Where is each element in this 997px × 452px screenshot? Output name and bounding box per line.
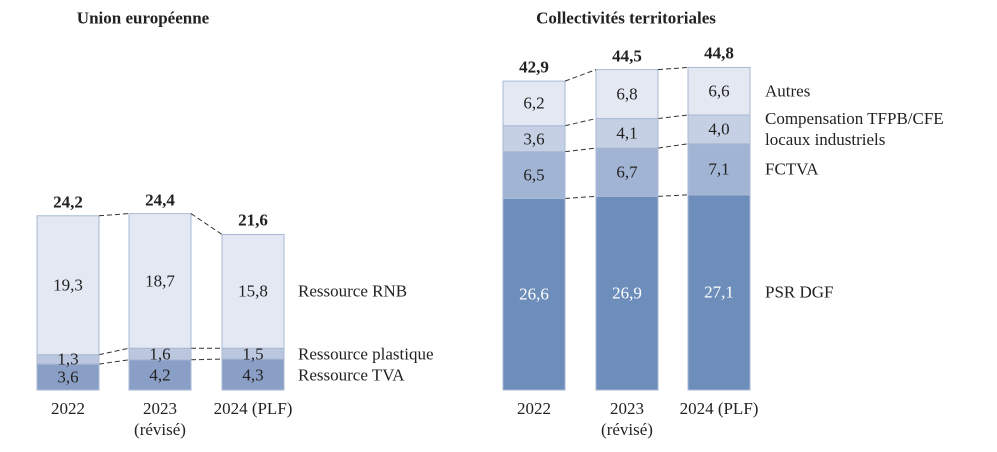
x-tick-label: 2022	[51, 399, 85, 418]
connector	[657, 143, 689, 149]
value-label: 6,8	[616, 84, 638, 104]
connector	[657, 114, 689, 120]
bar-segment	[36, 215, 100, 356]
connector	[657, 194, 689, 197]
legend-label: Ressource TVA	[298, 365, 405, 385]
bar-segment	[502, 80, 566, 127]
bar-segment	[595, 69, 659, 120]
connector	[564, 195, 597, 199]
value-label: 26,9	[612, 283, 642, 303]
bar-segment	[595, 195, 659, 391]
value-label: 1,3	[57, 349, 79, 369]
value-label: 6,5	[523, 165, 545, 185]
total-label: 21,6	[238, 210, 268, 230]
value-label: 4,3	[242, 365, 264, 385]
connector	[564, 118, 597, 127]
value-label: 6,7	[616, 162, 638, 182]
bar-segment	[595, 147, 659, 197]
bar-segment	[595, 118, 659, 149]
x-tick-label: 2023 (révisé)	[134, 399, 186, 439]
bar-segment	[128, 213, 192, 349]
total-label: 44,8	[704, 43, 734, 63]
connector	[564, 69, 597, 82]
legend-label: Ressource plastique	[298, 344, 434, 364]
total-label: 24,2	[53, 192, 83, 212]
x-tick-label: 2024 (PLF)	[679, 399, 759, 418]
connector	[98, 347, 130, 356]
value-label: 4,1	[616, 123, 638, 143]
x-tick-label: 2022	[517, 399, 551, 418]
value-label: 4,2	[149, 365, 171, 385]
value-label: 3,6	[523, 129, 545, 149]
value-label: 7,1	[708, 159, 730, 179]
bar-segment	[687, 114, 751, 145]
connector	[657, 66, 689, 71]
bar-segment	[687, 143, 751, 196]
legend-label: Autres	[765, 81, 811, 101]
x-tick-label: 2023 (révisé)	[601, 399, 653, 439]
connector	[190, 358, 223, 361]
bar-segment	[221, 233, 285, 349]
value-label: 19,3	[53, 275, 83, 295]
bar-segment	[687, 66, 751, 116]
total-label: 44,5	[612, 46, 642, 66]
bar-segment	[128, 359, 192, 391]
value-label: 26,6	[519, 284, 549, 304]
legend-label: PSR DGF	[765, 282, 834, 302]
bar-segment	[687, 194, 751, 391]
value-label: 1,5	[242, 344, 264, 364]
value-label: 15,8	[238, 281, 268, 301]
total-label: 42,9	[519, 57, 549, 77]
bar-segment	[36, 363, 100, 391]
legend-label: FCTVA	[765, 159, 819, 179]
connector	[564, 147, 597, 153]
value-label: 27,1	[704, 282, 734, 302]
value-label: 18,7	[145, 271, 175, 291]
chart-title: Collectivités territoriales	[536, 8, 716, 28]
legend-label: Ressource RNB	[298, 281, 408, 301]
legend-label: Compensation TFPB/CFE locaux industriels	[765, 109, 944, 150]
value-label: 3,6	[57, 367, 79, 387]
connector	[98, 213, 130, 217]
value-label: 6,6	[708, 81, 730, 101]
total-label: 24,4	[145, 190, 175, 210]
x-tick-label: 2024 (PLF)	[213, 399, 293, 418]
connector	[190, 213, 223, 235]
value-label: 6,2	[523, 93, 545, 113]
connector	[98, 359, 130, 365]
bar-segment	[502, 197, 566, 391]
value-label: 1,6	[149, 344, 171, 364]
chart-title: Union européenne	[76, 8, 210, 28]
value-label: 4,0	[708, 119, 730, 139]
